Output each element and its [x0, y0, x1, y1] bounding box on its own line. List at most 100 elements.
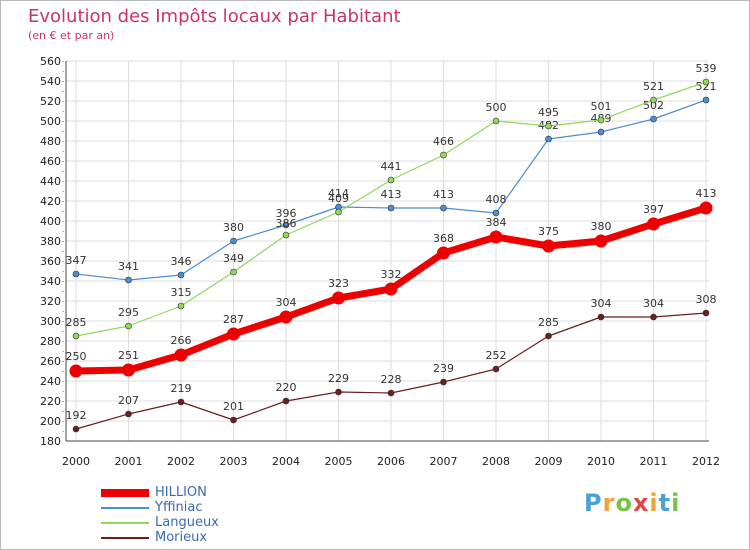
y-tick-label: 480: [40, 135, 61, 148]
y-tick-label: 260: [40, 355, 61, 368]
data-point: [647, 217, 660, 231]
data-point: [440, 151, 447, 159]
data-label: 285: [538, 316, 559, 329]
data-label: 304: [591, 297, 612, 310]
data-point: [177, 398, 185, 406]
data-label: 413: [433, 188, 454, 201]
legend-swatch: [101, 507, 149, 509]
data-point: [125, 322, 132, 330]
x-tick-label: 2002: [167, 455, 195, 468]
data-point: [387, 204, 395, 212]
legend-item-hillion: HILLION: [101, 485, 361, 501]
x-tick-label: 2010: [587, 455, 615, 468]
legend-swatch: [101, 537, 149, 539]
legend-label: Morieux: [155, 530, 208, 545]
brand-logo: Proxiti: [584, 489, 680, 517]
data-label: 285: [66, 316, 87, 329]
data-point: [492, 117, 500, 125]
data-point: [174, 348, 188, 362]
y-tick-label: 220: [40, 395, 61, 408]
data-point: [597, 128, 605, 136]
data-label: 192: [66, 409, 87, 422]
data-label: 409: [328, 192, 349, 205]
data-label: 346: [171, 255, 192, 268]
y-tick-label: 320: [40, 295, 61, 308]
data-point: [594, 234, 608, 248]
y-tick-label: 300: [40, 315, 61, 328]
data-point: [702, 78, 710, 86]
data-point: [279, 310, 293, 324]
chart-title: Evolution des Impôts locaux par Habitant: [28, 6, 401, 27]
brand-letter: o: [615, 489, 633, 517]
x-tick-label: 2000: [62, 455, 90, 468]
brand-letter: i: [649, 489, 659, 517]
legend-label: Yffiniac: [155, 500, 203, 515]
legend-item-langueux: Langueux: [101, 515, 361, 531]
data-point: [177, 271, 185, 279]
data-label: 229: [328, 372, 349, 385]
data-label: 375: [538, 225, 559, 238]
data-label: 495: [538, 106, 559, 119]
data-label: 315: [171, 286, 192, 299]
data-label: 368: [433, 232, 454, 245]
data-point: [492, 209, 500, 217]
y-tick-label: 540: [40, 75, 61, 88]
chart-subtitle: (en € et par an): [28, 29, 115, 42]
x-tick-label: 2004: [272, 455, 300, 468]
data-point: [332, 291, 345, 305]
data-label: 397: [643, 203, 664, 216]
y-tick-label: 380: [40, 235, 61, 248]
data-point: [542, 239, 555, 253]
legend-label: Langueux: [155, 515, 219, 530]
data-label: 414: [328, 187, 349, 200]
data-label: 500: [486, 101, 507, 114]
x-tick-label: 2001: [115, 455, 143, 468]
data-label: 201: [223, 400, 244, 413]
y-tick-label: 400: [40, 215, 61, 228]
data-label: 413: [381, 188, 402, 201]
legend-item-morieux: Morieux: [101, 530, 361, 546]
data-point: [650, 96, 657, 104]
data-label: 304: [643, 297, 664, 310]
data-label: 386: [276, 217, 297, 230]
data-label: 304: [276, 296, 297, 309]
data-point: [282, 221, 290, 229]
x-tick-label: 2011: [640, 455, 668, 468]
data-point: [335, 208, 342, 216]
data-label: 266: [171, 334, 192, 347]
data-label: 207: [118, 394, 139, 407]
data-point: [384, 282, 398, 296]
data-label: 413: [696, 187, 717, 200]
brand-letter: P: [584, 489, 603, 517]
data-label: 347: [66, 254, 87, 267]
data-label: 441: [381, 160, 402, 173]
data-point: [699, 201, 713, 215]
data-label: 521: [643, 80, 664, 93]
data-point: [650, 313, 657, 321]
data-point: [72, 332, 80, 340]
data-point: [387, 176, 395, 184]
brand-letter: r: [602, 489, 616, 517]
data-label: 295: [118, 306, 139, 319]
legend-label: HILLION: [155, 485, 207, 500]
data-label: 219: [171, 382, 192, 395]
y-tick-label: 200: [40, 415, 61, 428]
brand-letter: t: [658, 489, 672, 517]
x-tick-label: 2009: [535, 455, 563, 468]
data-point: [437, 246, 450, 260]
data-label: 308: [696, 293, 717, 306]
data-point: [122, 363, 135, 377]
y-tick-label: 560: [40, 55, 61, 68]
data-point: [177, 302, 185, 310]
data-label: 380: [591, 220, 612, 233]
y-tick-label: 420: [40, 195, 61, 208]
data-point: [230, 237, 237, 245]
data-point: [702, 309, 710, 317]
y-tick-label: 500: [40, 115, 61, 128]
data-point: [282, 231, 290, 239]
data-point: [597, 116, 605, 124]
brand-letter: x: [632, 489, 650, 517]
plot-area: [66, 61, 709, 441]
data-label: 466: [433, 135, 454, 148]
